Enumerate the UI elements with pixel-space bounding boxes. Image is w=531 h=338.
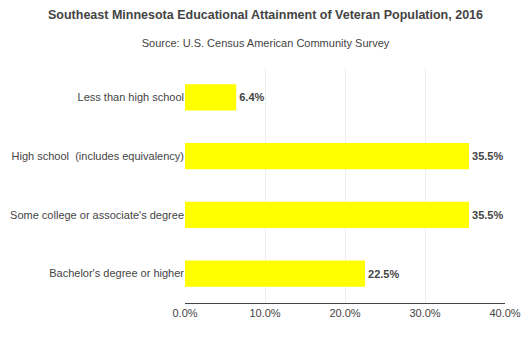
svg-text:30.0%: 30.0%	[409, 307, 440, 319]
svg-text:22.5%: 22.5%	[368, 268, 399, 280]
svg-text:0.0%: 0.0%	[172, 307, 197, 319]
svg-text:Southeast Minnesota Educationa: Southeast Minnesota Educational Attainme…	[48, 8, 483, 22]
svg-text:40.0%: 40.0%	[489, 307, 520, 319]
svg-text:35.5%: 35.5%	[472, 209, 503, 221]
svg-text:10.0%: 10.0%	[249, 307, 280, 319]
svg-text:20.0%: 20.0%	[329, 307, 360, 319]
svg-text:High school (includes equival: High school (includes equivalency)	[12, 150, 184, 162]
svg-text:35.5%: 35.5%	[472, 150, 503, 162]
svg-text:6.4%: 6.4%	[239, 91, 264, 103]
svg-text:Less than high school: Less than high school	[78, 91, 184, 103]
svg-text:Source: U.S. Census American C: Source: U.S. Census American Community S…	[142, 37, 390, 49]
svg-text:Bachelor's degree or higher: Bachelor's degree or higher	[49, 267, 184, 279]
svg-text:Some college or associate's de: Some college or associate's degree	[10, 209, 184, 221]
